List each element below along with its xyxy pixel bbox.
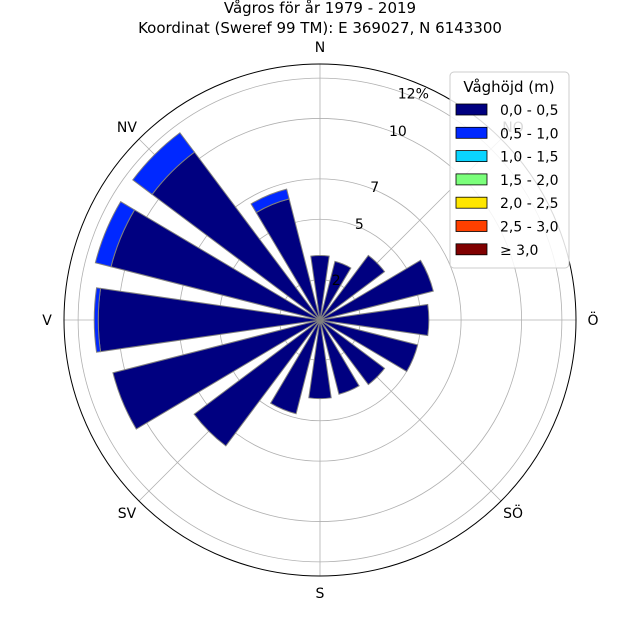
legend-swatch <box>455 103 488 116</box>
wave-bar-45-bin-0 <box>319 254 386 321</box>
legend-title: Våghöjd (m) <box>463 78 554 96</box>
chart-title: Vågros för år 1979 - 2019 <box>224 0 416 17</box>
plot-frame <box>63 63 577 577</box>
wave-bar-180-bin-0 <box>308 319 332 400</box>
direction-label: S <box>316 586 325 602</box>
legend-label: 0,5 - 1,0 <box>500 126 558 142</box>
legend-swatch <box>455 220 488 232</box>
radial-tick-label: 2 <box>332 273 341 289</box>
direction-label: SV <box>118 506 137 522</box>
wave-bars <box>93 132 434 447</box>
legend-label: 2,5 - 3,0 <box>500 220 558 236</box>
radial-tick-label: 10 <box>389 124 407 140</box>
direction-label: Ö <box>587 311 598 329</box>
radial-tick-label: 5 <box>355 217 364 233</box>
wave-bar-157.5-bin-0 <box>319 319 360 395</box>
legend: Våghöjd (m) 0,0 - 0,5 0,5 - 1,0 1,0 - 1,5 1… <box>449 71 570 269</box>
legend-swatch <box>455 173 488 186</box>
wave-bar-0-bin-0 <box>310 254 330 321</box>
direction-label: SÖ <box>503 504 523 522</box>
direction-label: V <box>42 313 52 329</box>
radial-tick-label: 7 <box>370 180 379 196</box>
direction-label: N <box>315 40 325 56</box>
legend-label: 1,0 - 1,5 <box>500 150 558 166</box>
legend-label: 2,0 - 2,5 <box>500 196 558 212</box>
wave-bar-135-bin-0 <box>319 319 386 386</box>
wave-bar-112.5-bin-0 <box>319 319 419 373</box>
legend-label: 0,0 - 0,5 <box>500 103 558 119</box>
legend-label: 1,5 - 2,0 <box>500 173 558 189</box>
legend-swatch <box>455 196 488 209</box>
direction-label: NV <box>117 120 137 136</box>
legend-swatch <box>455 126 488 139</box>
wave-bar-292.5-bin-1 <box>94 200 136 268</box>
wave-bar-22.5-bin-0 <box>319 260 352 321</box>
legend-frame <box>449 71 570 269</box>
legend-swatch <box>455 150 488 163</box>
radial-tick-labels: 2 5 7 10 12% <box>332 87 429 289</box>
wave-bar-315-bin-1 <box>132 132 196 196</box>
legend-swatch <box>455 243 488 256</box>
wave-bar-90-bin-0 <box>319 303 430 337</box>
legend-label: ≥ 3,0 <box>500 243 538 259</box>
wave-bar-67.5-bin-0 <box>319 259 434 321</box>
wave-bar-225-bin-0 <box>193 319 321 447</box>
wave-bar-270-bin-1 <box>93 287 102 353</box>
chart-subtitle: Koordinat (Sweref 99 TM): E 369027, N 61… <box>138 19 502 37</box>
wave-bar-247.5-bin-0 <box>112 319 321 430</box>
radial-tick-label: 12% <box>398 87 429 103</box>
wave-bar-337.5-bin-1 <box>250 188 290 214</box>
wave-bar-202.5-bin-0 <box>269 319 321 415</box>
